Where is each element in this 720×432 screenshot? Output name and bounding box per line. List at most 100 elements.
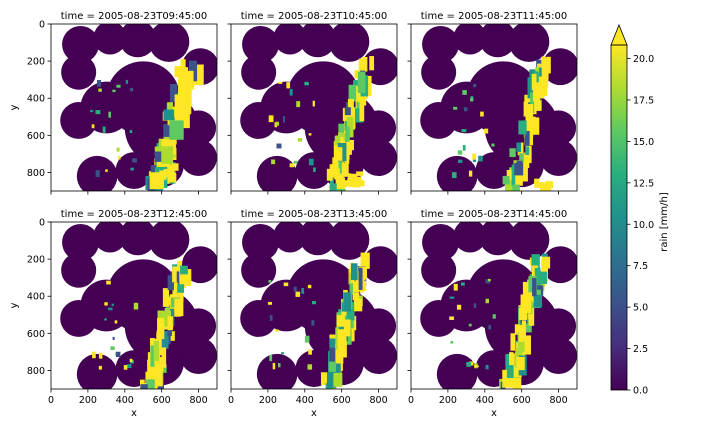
rain-cell xyxy=(97,80,102,87)
rain-cell xyxy=(355,108,364,123)
radar-coverage xyxy=(422,223,459,261)
panel-2: time = 2005-08-23T10:45:00 xyxy=(227,11,398,195)
rain-cell xyxy=(533,89,539,102)
radar-coverage xyxy=(328,24,370,62)
y-tick-label: 0 xyxy=(39,218,45,229)
rain-cell xyxy=(307,284,312,289)
y-tick-label: 800 xyxy=(27,366,45,377)
rain-cell xyxy=(293,286,297,292)
rain-cell xyxy=(348,84,357,102)
rain-cell xyxy=(354,176,362,182)
rain-cell xyxy=(523,120,532,139)
rain-cell xyxy=(98,365,102,370)
radar-coverage xyxy=(241,54,277,90)
rain-cell xyxy=(466,361,472,367)
x-tick-label: 600 xyxy=(153,395,171,406)
rain-cell xyxy=(485,364,489,370)
rain-cell xyxy=(312,100,315,107)
rain-cell xyxy=(349,272,355,295)
rain-cell xyxy=(453,283,458,291)
y-tick-label: 400 xyxy=(27,292,45,303)
rain-cell xyxy=(167,170,172,176)
panel-5: time = 2005-08-23T13:45:00 0 200 400 600 800 x xyxy=(227,209,398,419)
rain-cell xyxy=(98,88,102,92)
radar-coverage xyxy=(61,54,97,90)
rain-cell xyxy=(116,147,120,152)
rain-cell xyxy=(91,124,95,129)
rain-cell xyxy=(512,184,520,191)
y-axis-label: y xyxy=(9,104,20,110)
radar-coverage xyxy=(93,24,127,55)
rain-cell xyxy=(521,320,526,342)
radar-coverage xyxy=(453,24,487,55)
y-tick-label: 400 xyxy=(27,94,45,105)
rain-cell xyxy=(304,81,309,86)
rain-cell xyxy=(106,280,111,285)
radar-coverage xyxy=(508,24,550,62)
axes-frame xyxy=(50,221,218,390)
x-axis-label: x xyxy=(491,408,497,419)
rain-cell xyxy=(510,333,516,351)
rain-cell xyxy=(534,100,542,111)
rain-cell xyxy=(530,116,536,127)
rain-cell xyxy=(345,126,350,142)
rain-cell xyxy=(522,281,529,298)
rain-cell xyxy=(114,320,118,324)
rain-cell xyxy=(528,307,535,326)
rain-cell xyxy=(520,294,530,309)
rain-cell xyxy=(275,121,279,126)
rain-cell xyxy=(353,281,359,293)
radar-coverage xyxy=(508,222,550,260)
rain-cell xyxy=(159,170,167,177)
radar-coverage xyxy=(119,222,157,256)
rain-cell xyxy=(344,180,352,187)
panels-layer: time = 2005-08-23T09:45:00 0 200 400 600 800 y… xyxy=(9,11,578,419)
axes-frame xyxy=(50,23,218,192)
rain-cell xyxy=(468,323,472,327)
panel-4: time = 2005-08-23T12:45:00 0 200 400 600 800 0… xyxy=(9,209,218,419)
rain-field xyxy=(240,24,397,191)
rain-cell xyxy=(343,292,352,312)
rain-cell xyxy=(543,184,551,191)
rain-cell xyxy=(293,160,298,164)
rain-cell xyxy=(172,268,177,283)
rain-cell xyxy=(356,171,364,176)
radar-coverage xyxy=(93,222,127,253)
rain-cell xyxy=(115,351,121,358)
x-tick-label: 400 xyxy=(476,395,494,406)
rain-cell xyxy=(336,188,346,191)
rain-cell xyxy=(289,89,293,96)
rain-cell xyxy=(105,169,108,172)
rain-cell xyxy=(174,66,181,78)
rain-cell xyxy=(355,90,363,111)
rain-cell xyxy=(468,361,474,366)
rain-cell xyxy=(339,137,344,149)
rain-cell xyxy=(178,74,186,88)
rain-cell xyxy=(329,338,336,355)
rain-cell xyxy=(154,367,163,387)
rain-cell xyxy=(174,298,182,317)
rain-cell xyxy=(117,156,121,160)
axes-frame xyxy=(230,221,398,390)
radar-coverage xyxy=(421,54,457,90)
axes-frame xyxy=(230,23,398,192)
rain-cell xyxy=(167,316,173,331)
x-tick-label: 600 xyxy=(513,395,531,406)
rain-cell xyxy=(154,146,164,157)
rain-cell xyxy=(286,82,291,89)
rain-cell xyxy=(352,292,360,301)
rain-cell xyxy=(129,130,133,134)
rain-cell xyxy=(337,329,347,352)
y-tick-label: 800 xyxy=(27,168,45,179)
rain-cell xyxy=(540,83,548,97)
rain-cell xyxy=(515,173,523,186)
rain-cell xyxy=(547,186,552,191)
x-tick-label: 800 xyxy=(369,395,387,406)
x-tick-label: 0 xyxy=(408,395,414,406)
radar-coverage xyxy=(422,25,459,63)
rain-cell xyxy=(354,70,360,79)
rain-cell xyxy=(512,367,519,377)
radar-coverage xyxy=(436,155,478,191)
colorbar-tick-label: 5.0 xyxy=(633,303,648,314)
rain-cell xyxy=(523,154,530,168)
